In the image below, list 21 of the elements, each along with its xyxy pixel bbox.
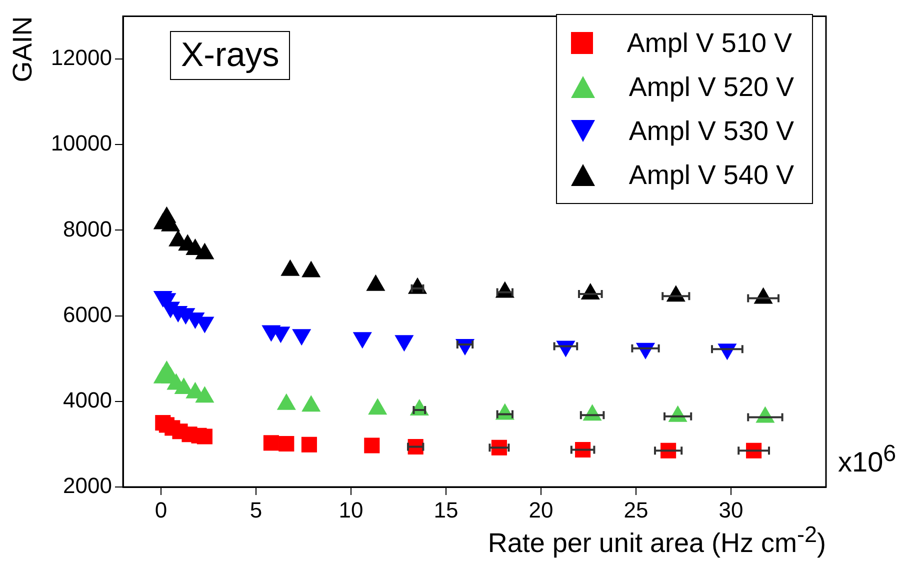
annotation: X-rays [170,31,290,80]
x-tick-label: 15 [434,497,458,522]
x-tick-label: 10 [338,497,364,522]
x-tick-label: 20 [528,497,554,522]
x-tick-label: 30 [718,497,744,522]
legend-label: Ampl V 510 V [626,27,792,60]
legend-label: Ampl V 540 V [628,159,794,192]
x-axis-title: Rate per unit area (Hz cm$^{-2}$) [488,522,826,559]
text: x10$^{6}$ [838,440,896,478]
y-tick-label: 10000 [50,130,112,156]
x-tick-label: 0 [154,497,168,522]
y-tick-label: 2000 [63,473,112,498]
y-axis-title: GAIN [8,16,38,82]
x-tick-label: 25 [624,497,648,522]
legend-label: Ampl V 530 V [628,115,794,148]
y-tick-label: 4000 [63,387,112,412]
legend-label: Ampl V 520 V [628,71,794,104]
y-tick-label: 6000 [63,302,112,327]
x-tick-label: 5 [250,497,262,522]
y-tick-label: 12000 [50,45,112,70]
y-tick-label: 8000 [63,216,112,242]
